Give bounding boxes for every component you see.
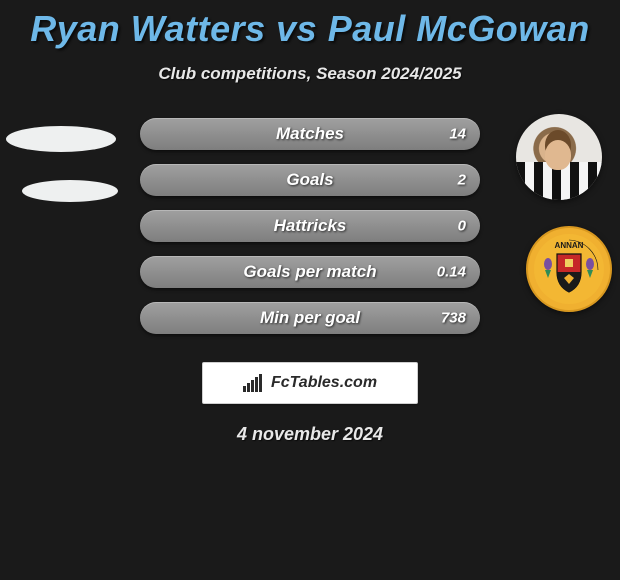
stat-bars: Matches 14 Goals 2 Hattricks 0 Goals per…	[140, 118, 480, 348]
stats-area: Matches 14 Goals 2 Hattricks 0 Goals per…	[0, 118, 620, 348]
club-crest: ANNAN	[526, 226, 612, 312]
stat-label: Goals	[286, 170, 333, 190]
stat-bar-goals: Goals 2	[140, 164, 480, 196]
subtitle: Club competitions, Season 2024/2025	[0, 64, 620, 84]
brand-box[interactable]: FcTables.com	[202, 362, 418, 404]
svg-text:ANNAN: ANNAN	[555, 241, 584, 250]
stat-label: Hattricks	[274, 216, 347, 236]
date-text: 4 november 2024	[0, 424, 620, 445]
stat-bar-matches: Matches 14	[140, 118, 480, 150]
left-placeholder-1	[6, 126, 116, 152]
brand-text: FcTables.com	[271, 374, 377, 392]
stat-value: 0.14	[437, 264, 466, 281]
stat-label: Goals per match	[243, 262, 376, 282]
stat-bar-hattricks: Hattricks 0	[140, 210, 480, 242]
stat-value: 0	[458, 218, 466, 235]
infographic-root: Ryan Watters vs Paul McGowan Club compet…	[0, 0, 620, 580]
page-title: Ryan Watters vs Paul McGowan	[0, 8, 620, 50]
stat-bar-min-per-goal: Min per goal 738	[140, 302, 480, 334]
brand-bars-icon	[243, 374, 265, 392]
crest-icon: ANNAN	[534, 234, 604, 304]
stat-value: 14	[449, 126, 466, 143]
stat-bar-goals-per-match: Goals per match 0.14	[140, 256, 480, 288]
stat-label: Min per goal	[260, 308, 360, 328]
crest-inner: ANNAN	[534, 234, 604, 304]
player-photo	[516, 114, 602, 200]
stat-label: Matches	[276, 124, 344, 144]
stat-value: 2	[458, 172, 466, 189]
left-placeholder-2	[22, 180, 118, 202]
stat-value: 738	[441, 310, 466, 327]
